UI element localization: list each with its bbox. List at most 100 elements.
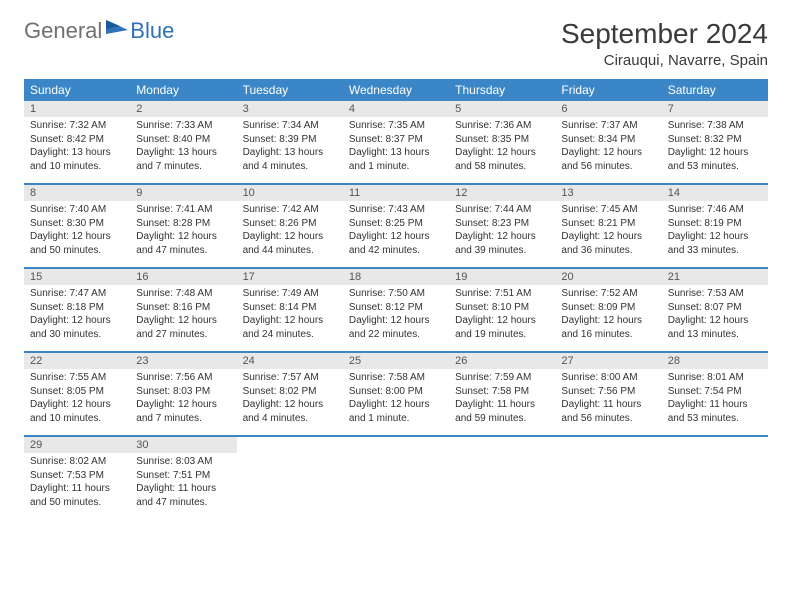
day-number: 10 (237, 185, 343, 201)
day-cell: 6 Sunrise: 7:37 AMSunset: 8:34 PMDaylight… (555, 101, 661, 183)
day-line: and 19 minutes. (455, 328, 549, 342)
day-line: Sunrise: 8:00 AM (561, 371, 655, 385)
day-line: Sunset: 8:16 PM (136, 301, 230, 315)
day-cell: 16Sunrise: 7:48 AMSunset: 8:16 PMDayligh… (130, 269, 236, 351)
day-line: Sunrise: 7:40 AM (30, 203, 124, 217)
day-body: Sunrise: 7:43 AMSunset: 8:25 PMDaylight:… (343, 201, 449, 261)
day-line: Sunrise: 7:34 AM (243, 119, 337, 133)
day-line: and 10 minutes. (30, 412, 124, 426)
day-number: 30 (130, 437, 236, 453)
day-number: 1 (24, 101, 130, 117)
day-cell: 23Sunrise: 7:56 AMSunset: 8:03 PMDayligh… (130, 353, 236, 435)
day-cell: 3Sunrise: 7:34 AMSunset: 8:39 PMDaylight… (237, 101, 343, 183)
day-line: Sunrise: 7:49 AM (243, 287, 337, 301)
day-line: Sunset: 8:34 PM (561, 133, 655, 147)
day-line: Sunrise: 8:03 AM (136, 455, 230, 469)
day-line: Daylight: 12 hours (349, 230, 443, 244)
day-body: Sunrise: 7:59 AMSunset: 7:58 PMDaylight:… (449, 369, 555, 429)
day-number: 24 (237, 353, 343, 369)
day-line: Daylight: 11 hours (561, 398, 655, 412)
day-line: Sunrise: 7:46 AM (668, 203, 762, 217)
day-cell: 2Sunrise: 7:33 AMSunset: 8:40 PMDaylight… (130, 101, 236, 183)
day-line: Sunset: 8:25 PM (349, 217, 443, 231)
day-line: Sunrise: 7:51 AM (455, 287, 549, 301)
day-line: Daylight: 12 hours (455, 314, 549, 328)
day-line: Sunrise: 8:02 AM (30, 455, 124, 469)
day-number: 14 (662, 185, 768, 201)
day-number: 7 (662, 101, 768, 117)
day-cell (237, 437, 343, 519)
day-number: 16 (130, 269, 236, 285)
day-number: 29 (24, 437, 130, 453)
day-line: and 47 minutes. (136, 244, 230, 258)
day-line: and 44 minutes. (243, 244, 337, 258)
day-number: 6 (555, 101, 661, 117)
day-line: Sunset: 8:18 PM (30, 301, 124, 315)
day-line: Sunrise: 7:45 AM (561, 203, 655, 217)
day-number: 22 (24, 353, 130, 369)
day-line: Daylight: 12 hours (349, 314, 443, 328)
day-body: Sunrise: 7:40 AMSunset: 8:30 PMDaylight:… (24, 201, 130, 261)
day-line: Sunrise: 7:35 AM (349, 119, 443, 133)
day-line: Sunset: 8:09 PM (561, 301, 655, 315)
day-cell: 5Sunrise: 7:36 AMSunset: 8:35 PMDaylight… (449, 101, 555, 183)
day-body: Sunrise: 7:35 AMSunset: 8:37 PMDaylight:… (343, 117, 449, 177)
day-line: Daylight: 12 hours (349, 398, 443, 412)
day-cell: 14 Sunrise: 7:46 AMSunset: 8:19 PMDayligh… (662, 185, 768, 267)
day-cell (555, 437, 661, 519)
day-line: and 4 minutes. (243, 160, 337, 174)
day-cell: 4Sunrise: 7:35 AMSunset: 8:37 PMDaylight… (343, 101, 449, 183)
day-line: Sunset: 8:02 PM (243, 385, 337, 399)
day-line: and 27 minutes. (136, 328, 230, 342)
day-line: Daylight: 12 hours (455, 146, 549, 160)
day-line: Sunset: 8:07 PM (668, 301, 762, 315)
day-line: Sunset: 8:30 PM (30, 217, 124, 231)
day-line: Sunset: 7:51 PM (136, 469, 230, 483)
day-line: Daylight: 12 hours (561, 146, 655, 160)
month-title: September 2024 (561, 18, 768, 50)
weekday-wednesday: Wednesday (343, 79, 449, 101)
weekday-sunday: Sunday (24, 79, 130, 101)
day-number: 21 (662, 269, 768, 285)
day-line: Sunrise: 7:32 AM (30, 119, 124, 133)
day-line: Sunset: 8:05 PM (30, 385, 124, 399)
day-line: Daylight: 11 hours (455, 398, 549, 412)
day-line: Sunset: 8:23 PM (455, 217, 549, 231)
day-line: Sunset: 7:58 PM (455, 385, 549, 399)
day-line: Daylight: 12 hours (136, 230, 230, 244)
day-cell: 19Sunrise: 7:51 AMSunset: 8:10 PMDayligh… (449, 269, 555, 351)
day-cell: 7Sunrise: 7:38 AMSunset: 8:32 PMDaylight… (662, 101, 768, 183)
day-line: Sunset: 8:03 PM (136, 385, 230, 399)
day-line: Sunrise: 7:59 AM (455, 371, 549, 385)
day-number: 8 (24, 185, 130, 201)
day-line: Sunset: 8:19 PM (668, 217, 762, 231)
day-line: and 30 minutes. (30, 328, 124, 342)
day-line: Daylight: 12 hours (243, 314, 337, 328)
day-body: Sunrise: 8:00 AMSunset: 7:56 PMDaylight:… (555, 369, 661, 429)
logo-text-general: General (24, 18, 102, 44)
day-line: and 39 minutes. (455, 244, 549, 258)
week-row: 8Sunrise: 7:40 AMSunset: 8:30 PMDaylight… (24, 185, 768, 269)
day-number: 11 (343, 185, 449, 201)
day-line: Sunrise: 7:33 AM (136, 119, 230, 133)
day-number: 20 (555, 269, 661, 285)
day-line: Daylight: 12 hours (668, 230, 762, 244)
day-number: 3 (237, 101, 343, 117)
day-line: Sunset: 8:32 PM (668, 133, 762, 147)
day-line: Daylight: 12 hours (136, 314, 230, 328)
day-line: and 47 minutes. (136, 496, 230, 510)
day-cell: 25Sunrise: 7:58 AMSunset: 8:00 PMDayligh… (343, 353, 449, 435)
day-line: Sunrise: 7:44 AM (455, 203, 549, 217)
day-line: Sunset: 8:12 PM (349, 301, 443, 315)
day-number: 28 (662, 353, 768, 369)
day-line: Daylight: 12 hours (243, 398, 337, 412)
day-line: and 1 minute. (349, 160, 443, 174)
day-line: Sunrise: 7:37 AM (561, 119, 655, 133)
day-cell (662, 437, 768, 519)
day-line: and 7 minutes. (136, 412, 230, 426)
week-row: 15Sunrise: 7:47 AMSunset: 8:18 PMDayligh… (24, 269, 768, 353)
day-line: Sunrise: 7:42 AM (243, 203, 337, 217)
day-line: Daylight: 11 hours (30, 482, 124, 496)
day-line: Sunrise: 7:38 AM (668, 119, 762, 133)
day-line: and 56 minutes. (561, 160, 655, 174)
